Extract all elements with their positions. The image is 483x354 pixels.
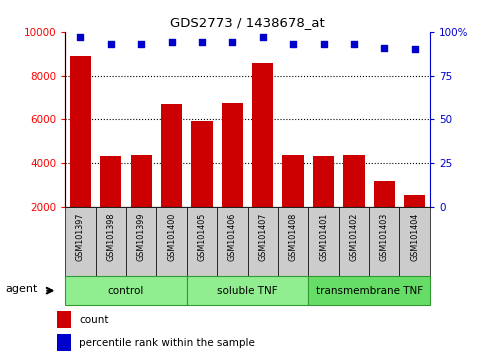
Bar: [217, 207, 248, 276]
Text: soluble TNF: soluble TNF: [217, 286, 278, 296]
Text: GSM101399: GSM101399: [137, 213, 146, 261]
Bar: [343, 155, 365, 207]
Text: GSM101397: GSM101397: [76, 213, 85, 261]
Text: GSM101407: GSM101407: [258, 213, 267, 261]
Point: [137, 41, 145, 47]
Bar: [96, 207, 126, 276]
Point: [381, 45, 388, 51]
Text: GSM101400: GSM101400: [167, 213, 176, 261]
Text: percentile rank within the sample: percentile rank within the sample: [79, 338, 255, 348]
Text: GSM101398: GSM101398: [106, 213, 115, 261]
Point: [350, 41, 358, 47]
Text: GSM101402: GSM101402: [349, 213, 358, 261]
Point: [228, 40, 236, 45]
Point: [76, 34, 84, 40]
Bar: [126, 207, 156, 276]
Text: control: control: [108, 286, 144, 296]
Text: GSM101404: GSM101404: [410, 213, 419, 261]
Bar: [278, 207, 308, 276]
Point: [259, 34, 267, 40]
Text: GSM101405: GSM101405: [198, 213, 206, 261]
Text: GSM101403: GSM101403: [380, 213, 389, 261]
Bar: [252, 63, 273, 207]
Text: GSM101401: GSM101401: [319, 213, 328, 261]
Text: GSM101406: GSM101406: [228, 213, 237, 261]
Bar: [283, 155, 304, 207]
Bar: [100, 156, 121, 207]
Bar: [248, 207, 278, 276]
Bar: [339, 207, 369, 276]
Bar: [156, 207, 187, 276]
Bar: [65, 276, 187, 305]
Bar: [191, 121, 213, 207]
Point: [411, 47, 419, 52]
Point: [198, 40, 206, 45]
Bar: [130, 155, 152, 207]
Text: count: count: [79, 315, 109, 325]
Bar: [187, 276, 308, 305]
Bar: [161, 104, 182, 207]
Point: [320, 41, 327, 47]
Bar: [65, 207, 96, 276]
Text: agent: agent: [5, 284, 38, 294]
Bar: [399, 207, 430, 276]
Point: [168, 40, 175, 45]
Bar: [70, 56, 91, 207]
Bar: [308, 207, 339, 276]
Point: [107, 41, 114, 47]
Text: GSM101408: GSM101408: [289, 213, 298, 261]
Bar: [57, 335, 71, 351]
Bar: [313, 156, 334, 207]
Point: [289, 41, 297, 47]
Text: transmembrane TNF: transmembrane TNF: [315, 286, 423, 296]
Bar: [187, 207, 217, 276]
Bar: [374, 181, 395, 207]
Bar: [57, 312, 71, 328]
Bar: [369, 207, 399, 276]
Bar: [404, 195, 426, 207]
Bar: [308, 276, 430, 305]
Bar: [222, 103, 243, 207]
Title: GDS2773 / 1438678_at: GDS2773 / 1438678_at: [170, 16, 325, 29]
